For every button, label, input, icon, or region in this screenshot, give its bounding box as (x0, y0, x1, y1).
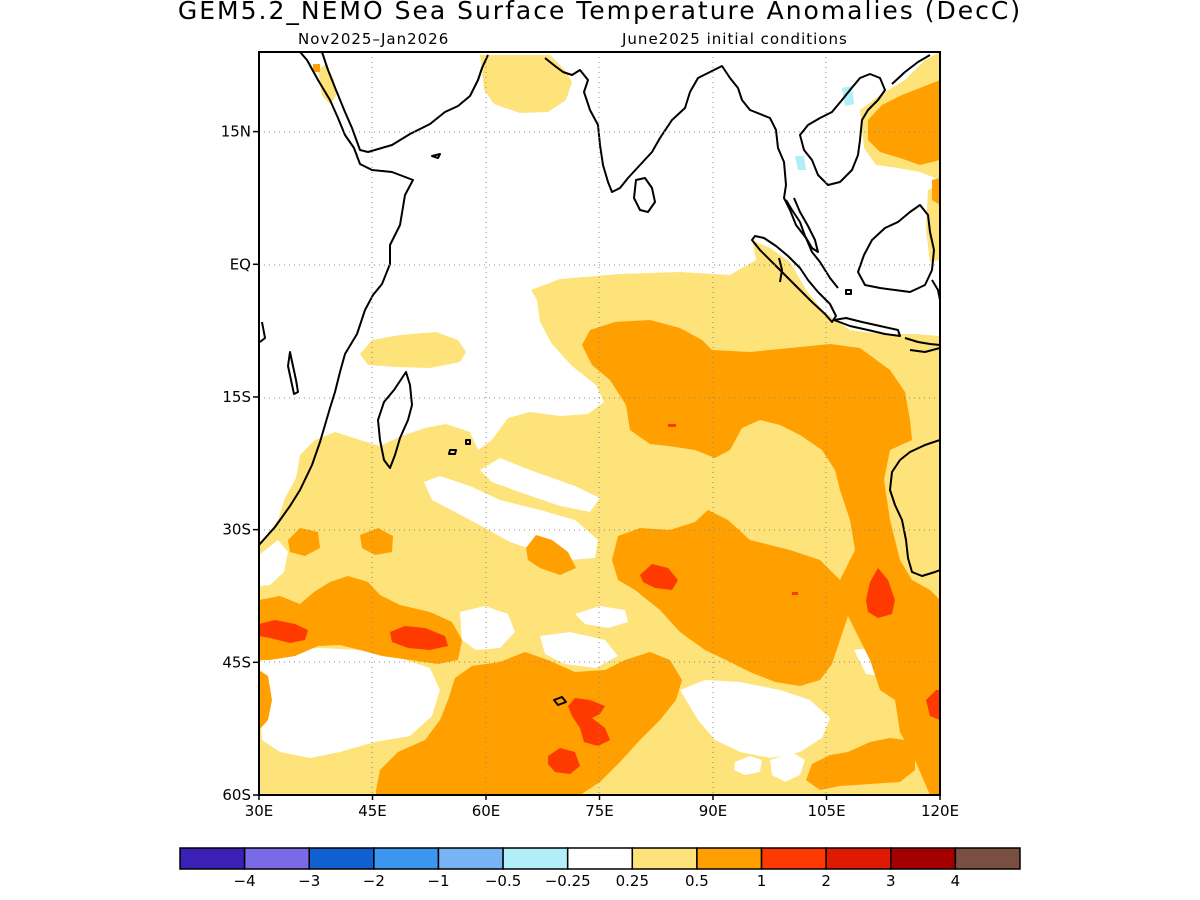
lat-tick-label: 15S (222, 388, 251, 406)
colorbar-label: 0.5 (685, 872, 709, 890)
colorbar-swatch (437, 847, 504, 870)
colorbar-swatch (243, 847, 310, 870)
colorbar-label: −4 (234, 872, 256, 890)
lon-tick-label: 90E (699, 802, 728, 820)
colorbar-swatch (825, 847, 892, 870)
latitude-axis: 15N EQ 15S 30S 45S 60S (221, 123, 259, 804)
colorbar-swatch (890, 847, 957, 870)
colorbar-swatch (954, 847, 1021, 870)
colorbar-swatch (308, 847, 375, 870)
colorbar-label: 0.25 (616, 872, 649, 890)
colorbar-swatch (760, 847, 827, 870)
longitude-axis: 30E 45E 60E 75E 90E 105E 120E (245, 795, 959, 820)
anomaly-neutral-holes (259, 458, 912, 782)
colorbar-label: −2 (363, 872, 385, 890)
colorbar-label: 2 (821, 872, 831, 890)
colorbar-swatch (566, 847, 634, 870)
lon-tick-label: 75E (585, 802, 614, 820)
lat-tick-label: 60S (222, 786, 251, 804)
lat-tick-label: 45S (222, 653, 251, 671)
forecast-period: Nov2025–Jan2026 (298, 30, 450, 48)
lon-tick-label: 60E (472, 802, 501, 820)
coastlines (259, 52, 940, 706)
colorbar-swatch (696, 847, 763, 870)
colorbar-label: −3 (298, 872, 320, 890)
colorbar-label: 1 (757, 872, 767, 890)
colorbar-label: 3 (886, 872, 896, 890)
anomaly-1-2 (259, 424, 940, 774)
colorbar-swatch (502, 847, 569, 870)
colorbar-label: −0.5 (485, 872, 521, 890)
colorbar-label: −1 (427, 872, 449, 890)
lat-tick-label: 15N (221, 123, 251, 141)
colorbar-swatch (179, 847, 246, 870)
graticule (259, 52, 940, 795)
initial-conditions: June2025 initial conditions (622, 30, 848, 48)
colorbar-label: −0.25 (545, 872, 591, 890)
colorbar-swatch (373, 847, 440, 870)
colorbar-swatch (631, 847, 698, 870)
lat-tick-label: EQ (230, 255, 251, 273)
lon-tick-label: 105E (807, 802, 845, 820)
anomaly-neg-0.25-0.5 (795, 86, 854, 170)
map-title: GEM5.2_NEMO Sea Surface Temperature Anom… (177, 0, 1023, 25)
colorbar-label: 4 (951, 872, 961, 890)
lon-tick-label: 30E (245, 802, 274, 820)
lon-tick-label: 120E (921, 802, 959, 820)
lat-tick-label: 30S (222, 521, 251, 539)
lon-tick-label: 45E (358, 802, 387, 820)
anomaly-fields (259, 52, 940, 795)
colorbar: −4 −3 −2 −1 −0.5 −0.25 0.25 0.5 1 2 3 4 (179, 847, 1021, 890)
